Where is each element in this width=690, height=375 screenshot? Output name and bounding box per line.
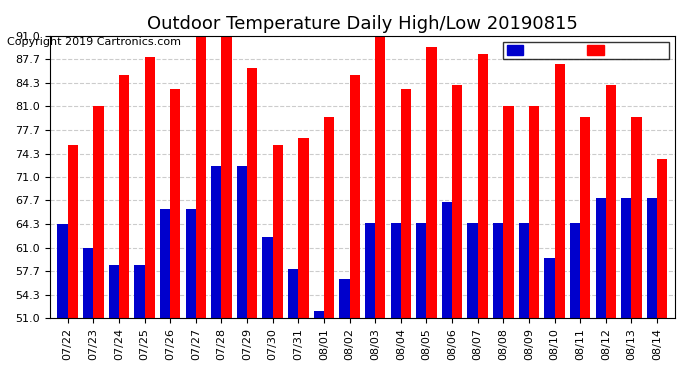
Bar <box>529 106 539 375</box>
Bar <box>211 166 221 375</box>
Bar <box>196 36 206 375</box>
Bar <box>467 223 477 375</box>
Bar <box>160 209 170 375</box>
Bar <box>555 64 565 375</box>
Bar <box>595 198 606 375</box>
Bar <box>519 223 529 375</box>
Bar <box>298 138 308 375</box>
Bar <box>375 36 386 375</box>
Bar <box>647 198 657 375</box>
Bar <box>324 117 334 375</box>
Bar <box>186 209 196 375</box>
Bar <box>237 166 247 375</box>
Bar <box>288 269 298 375</box>
Bar <box>493 223 503 375</box>
Bar <box>503 106 513 375</box>
Bar <box>144 57 155 375</box>
Bar <box>262 237 273 375</box>
Bar <box>135 265 144 375</box>
Bar <box>631 117 642 375</box>
Bar <box>83 248 93 375</box>
Bar <box>391 223 401 375</box>
Legend: Low  (°F), High  (°F): Low (°F), High (°F) <box>503 42 669 59</box>
Bar <box>442 202 452 375</box>
Bar <box>452 86 462 375</box>
Bar <box>93 106 104 375</box>
Bar <box>657 159 667 375</box>
Bar <box>221 36 232 375</box>
Bar <box>544 258 555 375</box>
Bar <box>570 223 580 375</box>
Bar <box>170 89 180 375</box>
Bar <box>621 198 631 375</box>
Bar <box>426 46 437 375</box>
Bar <box>416 223 426 375</box>
Bar <box>477 54 488 375</box>
Title: Outdoor Temperature Daily High/Low 20190815: Outdoor Temperature Daily High/Low 20190… <box>147 15 578 33</box>
Bar <box>108 265 119 375</box>
Text: Copyright 2019 Cartronics.com: Copyright 2019 Cartronics.com <box>7 37 181 47</box>
Bar <box>273 145 283 375</box>
Bar <box>57 224 68 375</box>
Bar <box>401 89 411 375</box>
Bar <box>247 68 257 375</box>
Bar <box>68 145 78 375</box>
Bar <box>314 311 324 375</box>
Bar <box>365 223 375 375</box>
Bar <box>339 279 350 375</box>
Bar <box>580 117 591 375</box>
Bar <box>606 86 616 375</box>
Bar <box>119 75 129 375</box>
Bar <box>350 75 359 375</box>
